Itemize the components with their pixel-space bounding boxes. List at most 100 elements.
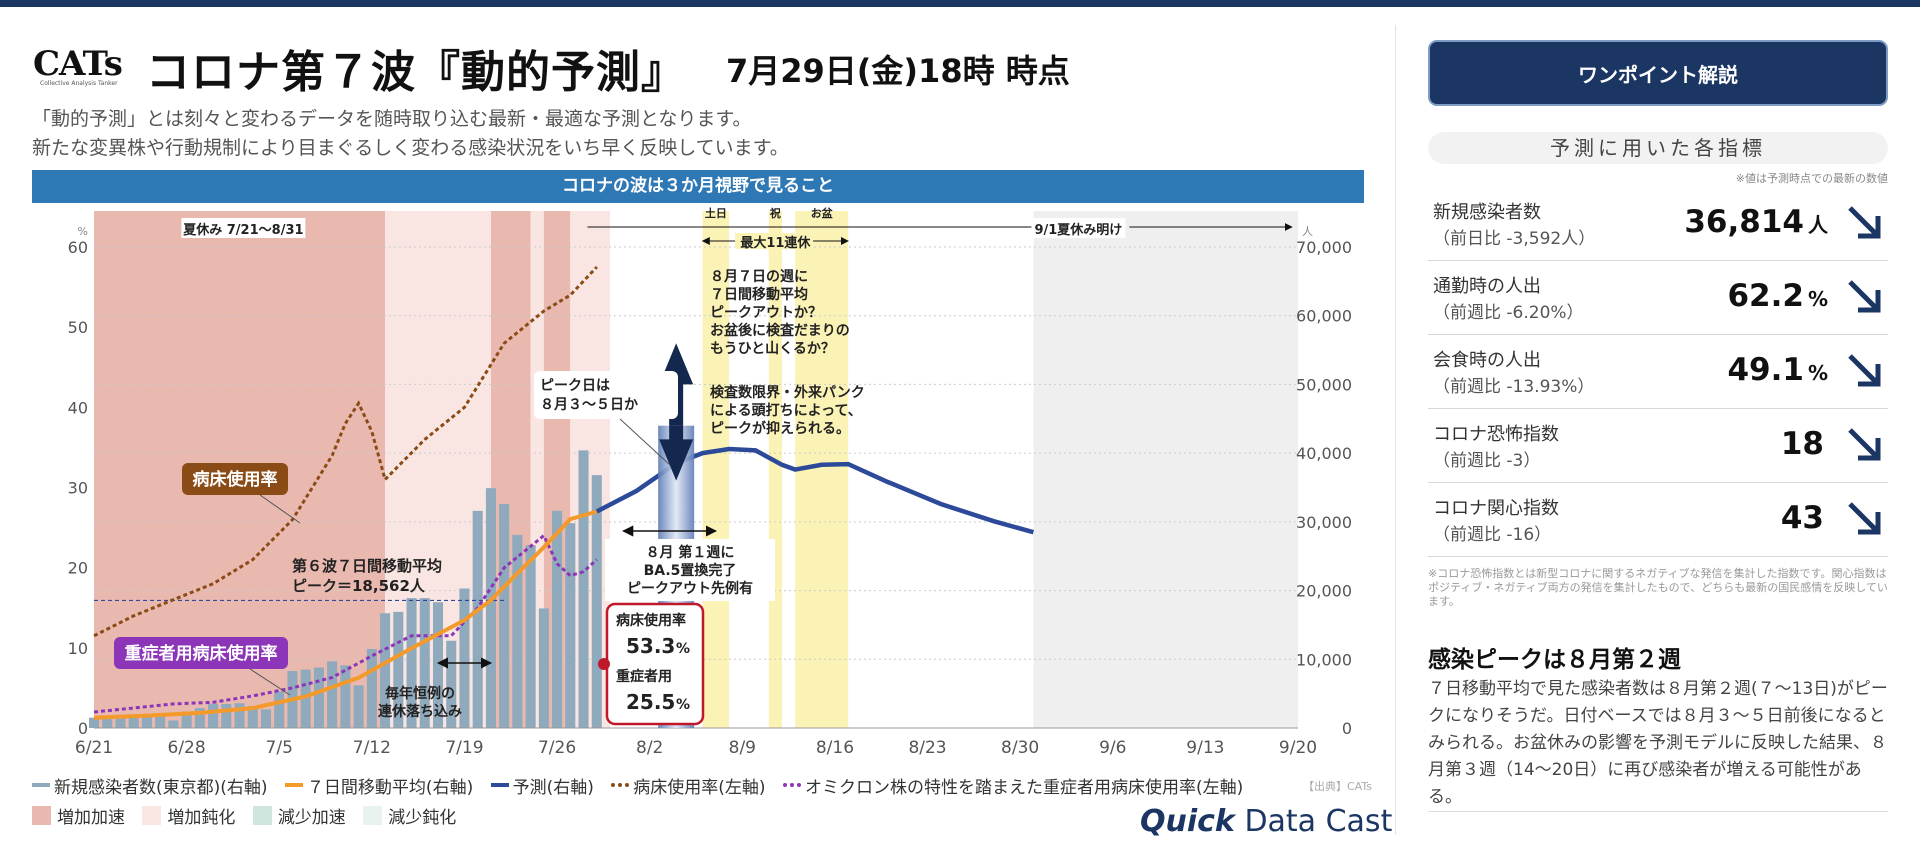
week-peak-note-1: ８月７日の週に [710,269,808,285]
x-tick-label: 8/2 [636,738,663,758]
indicator-change: （前週比 -16） [1433,525,1552,545]
legend-areas: 増加加速 増加鈍化 減少加速 減少鈍化 [32,803,468,830]
ba5-label-2: BA.5置換完了 [644,562,737,579]
case-bar [380,613,391,728]
case-bar [102,715,113,728]
x-tick-label: 7/5 [266,738,293,758]
x-tick-label: 8/30 [1001,738,1039,758]
box-severe-unit: % [676,697,690,713]
leader-line [619,418,671,466]
case-bar [353,685,364,728]
case-bar [565,523,576,728]
summer-label-bg [181,218,306,238]
indicator-value-number: 62.2 [1727,278,1804,314]
summer-end-bg [1031,218,1126,238]
legend-label-accel-down: 減少加速 [277,808,346,828]
peak-body: ７日移動平均で見た感染者数は８月第２週(７〜13日)がピークになりそうだ。日付ベ… [1428,679,1888,807]
y-left-tick-label: 0 [78,719,88,738]
quick-data-cast-logo: Quick Data Cast [1140,804,1392,839]
band-slow-up [570,211,610,728]
legend-label-cases: 新規感染者数(東京都)(右軸) [54,777,268,798]
indicator-value-number: 43 [1780,500,1824,536]
indicator-value: 36,814 人 [1684,204,1828,240]
case-bar [366,648,377,728]
chart-source: 【出典】CATs [1303,780,1372,793]
legend-item-bed: 病床使用率(左軸) [611,773,766,798]
week-peak-note-4: お盆後に検査だまりの [710,322,850,339]
indicator-name: 新規感染者数 [1433,202,1541,223]
box-bed-value: 53.3 [626,634,675,658]
legend-label-forecast: 予測(右軸) [512,777,594,798]
week-peak-note-3: ピークアウトか？ [710,305,822,321]
down-arrow-icon [1848,206,1881,239]
weekend-dip-label-1: 毎年恒例の [385,685,455,702]
one-point-button[interactable]: ワンポイント解説 [1428,40,1888,106]
indicator-value: 62.2% [1727,278,1828,314]
legend-label-ma7: ７日間移動平均(右軸) [306,777,474,798]
y-right-tick-label: 60,000 [1296,307,1352,326]
case-bar [194,708,205,728]
summer-end-label: 9/1夏休み明け [1034,222,1122,238]
leader-line [249,668,291,696]
indicators-note: ※値は予測時点での最新の数値 [1735,172,1888,185]
y-right-tick-label: 30,000 [1296,513,1352,532]
legend-item-cases: 新規感染者数(東京都)(右軸) [32,773,268,798]
case-bar [512,534,523,728]
indicator-change: （前週比 -6.20%） [1433,303,1584,323]
cats-logo: CATs [33,44,123,84]
indicator-name: コロナ関心指数 [1433,498,1559,519]
legend-item-accel-down: 減少加速 [252,803,346,828]
y-left-tick-label: 10 [68,639,88,658]
description-line-1: 「動的予測」とは刻々と変わるデータを随時取り込む最新・最適な予測となります。 [32,108,752,130]
down-arrow-icon [1848,354,1881,387]
x-tick-label: 6/21 [75,738,113,758]
box-bed-unit: % [676,641,690,657]
y-right-tick-label: 70,000 [1296,238,1352,257]
down-arrow-icon [1848,280,1881,313]
test-limit-note-2: による頭打ちによって、 [710,402,862,419]
legend-label-accel-up: 増加加速 [57,808,125,828]
case-bar [155,715,166,728]
y-right-tick-label: 50,000 [1296,375,1352,394]
legend-label-slow-up: 増加鈍化 [167,808,236,828]
cats-logo-subtitle: Collective Analysis Tanker [40,80,118,87]
page-title: コロナ第７波『動的予測』 [146,47,686,98]
x-tick-label: 9/20 [1279,738,1317,758]
legend-label-slow-down: 減少鈍化 [388,808,457,828]
down-arrow-icon [1848,428,1881,461]
case-bar [181,711,192,728]
ba5-label-1: ８月 第１週に [646,544,735,561]
chart-banner: コロナの波は３か月視野で見ること [32,170,1364,203]
down-arrow-icon [1848,502,1881,535]
y-right-tick-label: 10,000 [1296,650,1352,669]
leader-line [259,494,301,524]
legend-item-ma7: ７日間移動平均(右軸) [284,773,474,798]
top-accent-bar [0,0,1920,7]
vertical-divider [1395,25,1396,835]
case-bar [247,706,258,728]
ba5-label-3: ピークアウト先例有 [627,580,753,597]
indicator-value-number: 36,814 [1684,204,1804,240]
x-tick-label: 6/28 [168,738,206,758]
indicator-value: 18 [1781,426,1828,462]
box-severe-value: 25.5 [626,690,675,714]
indicator-unit: % [1807,287,1828,311]
peak-divider [1428,811,1888,812]
indicator-name: 会食時の人出 [1433,350,1541,371]
ba5-box [605,539,775,601]
holiday-label: 祝 [770,206,781,220]
indicator-interest-index: コロナ関心指数 （前週比 -16） 43 [1428,482,1888,557]
holiday-span-bg [735,233,814,249]
holiday-span-label: 最大11連休 [740,235,811,251]
x-tick-label: 8/9 [729,738,756,758]
week-peak-note-2: ７日間移動平均 [710,286,808,303]
description-line-2: 新たな変異株や行動規制により目まぐるしく変わる感染状況をいち早く反映しています。 [32,137,789,159]
case-bar [128,714,139,728]
case-bar [591,475,602,728]
legend-item-slow-down: 減少鈍化 [363,803,456,828]
case-bar [168,720,179,728]
case-bar [274,691,285,728]
legend-label-bed: 病床使用率(左軸) [633,777,766,798]
indicators-title: 予測に用いた各指標 [1428,132,1888,164]
peak-title: 感染ピークは８月第２週 [1428,647,1681,673]
